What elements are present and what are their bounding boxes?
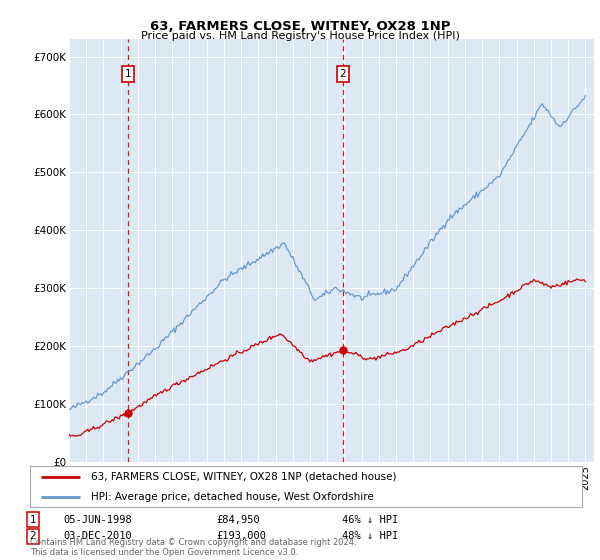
Text: 63, FARMERS CLOSE, WITNEY, OX28 1NP (detached house): 63, FARMERS CLOSE, WITNEY, OX28 1NP (det…: [91, 472, 396, 482]
Text: Price paid vs. HM Land Registry's House Price Index (HPI): Price paid vs. HM Land Registry's House …: [140, 31, 460, 41]
Text: 2: 2: [340, 69, 346, 79]
Text: 1: 1: [29, 515, 37, 525]
Text: Contains HM Land Registry data © Crown copyright and database right 2024.
This d: Contains HM Land Registry data © Crown c…: [30, 538, 356, 557]
Text: 03-DEC-2010: 03-DEC-2010: [63, 531, 132, 542]
Text: 63, FARMERS CLOSE, WITNEY, OX28 1NP: 63, FARMERS CLOSE, WITNEY, OX28 1NP: [150, 20, 450, 32]
Text: 46% ↓ HPI: 46% ↓ HPI: [342, 515, 398, 525]
Text: £193,000: £193,000: [216, 531, 266, 542]
Text: 1: 1: [125, 69, 131, 79]
Text: HPI: Average price, detached house, West Oxfordshire: HPI: Average price, detached house, West…: [91, 492, 373, 502]
Text: 48% ↓ HPI: 48% ↓ HPI: [342, 531, 398, 542]
Text: £84,950: £84,950: [216, 515, 260, 525]
Text: 2: 2: [29, 531, 37, 542]
Text: 05-JUN-1998: 05-JUN-1998: [63, 515, 132, 525]
